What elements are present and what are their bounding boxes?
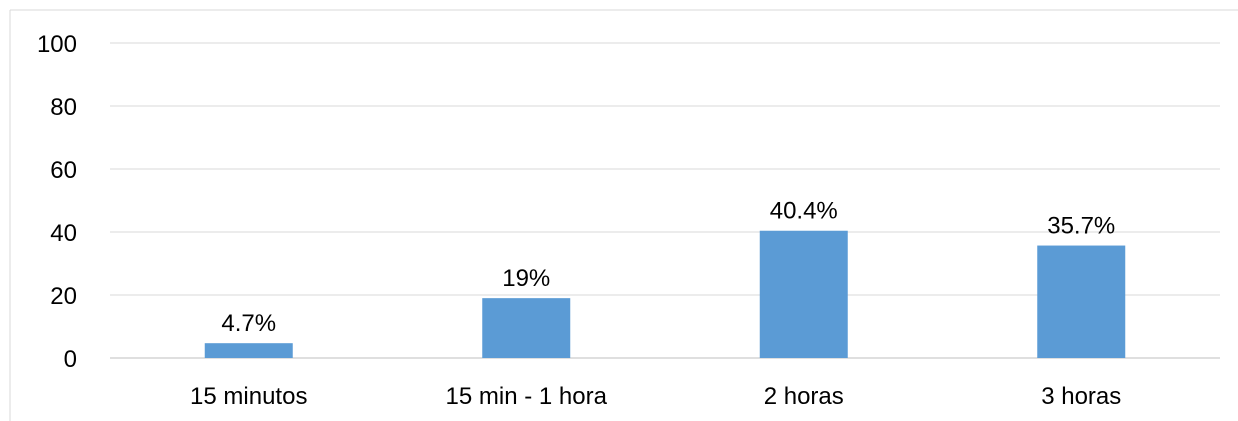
data-label: 40.4%: [770, 198, 838, 225]
data-label: 4.7%: [221, 310, 276, 337]
x-tick-label: 3 horas: [1041, 383, 1121, 410]
y-tick-label: 80: [50, 94, 77, 121]
x-axis-tick-labels: 15 minutos 15 min - 1 hora 2 horas 3 horas: [190, 383, 1121, 410]
y-tick-label: 40: [50, 220, 77, 247]
y-tick-label: 20: [50, 283, 77, 310]
data-label: 35.7%: [1047, 213, 1115, 240]
bar: [1037, 245, 1126, 358]
y-axis-tick-labels: 0 20 40 60 80 100: [37, 31, 77, 373]
data-labels: 4.7% 19% 40.4% 35.7%: [221, 198, 1115, 337]
x-tick-label: 15 minutos: [190, 383, 307, 410]
bar: [204, 343, 293, 358]
bars: [204, 230, 1126, 358]
bar: [482, 298, 571, 358]
data-label: 19%: [502, 265, 550, 292]
bar: [759, 230, 848, 358]
y-tick-label: 60: [50, 157, 77, 184]
gridlines: [110, 42, 1220, 359]
y-tick-label: 100: [37, 31, 77, 58]
x-tick-label: 15 min - 1 hora: [446, 383, 608, 410]
y-tick-label: 0: [64, 346, 77, 373]
x-tick-label: 2 horas: [764, 383, 844, 410]
